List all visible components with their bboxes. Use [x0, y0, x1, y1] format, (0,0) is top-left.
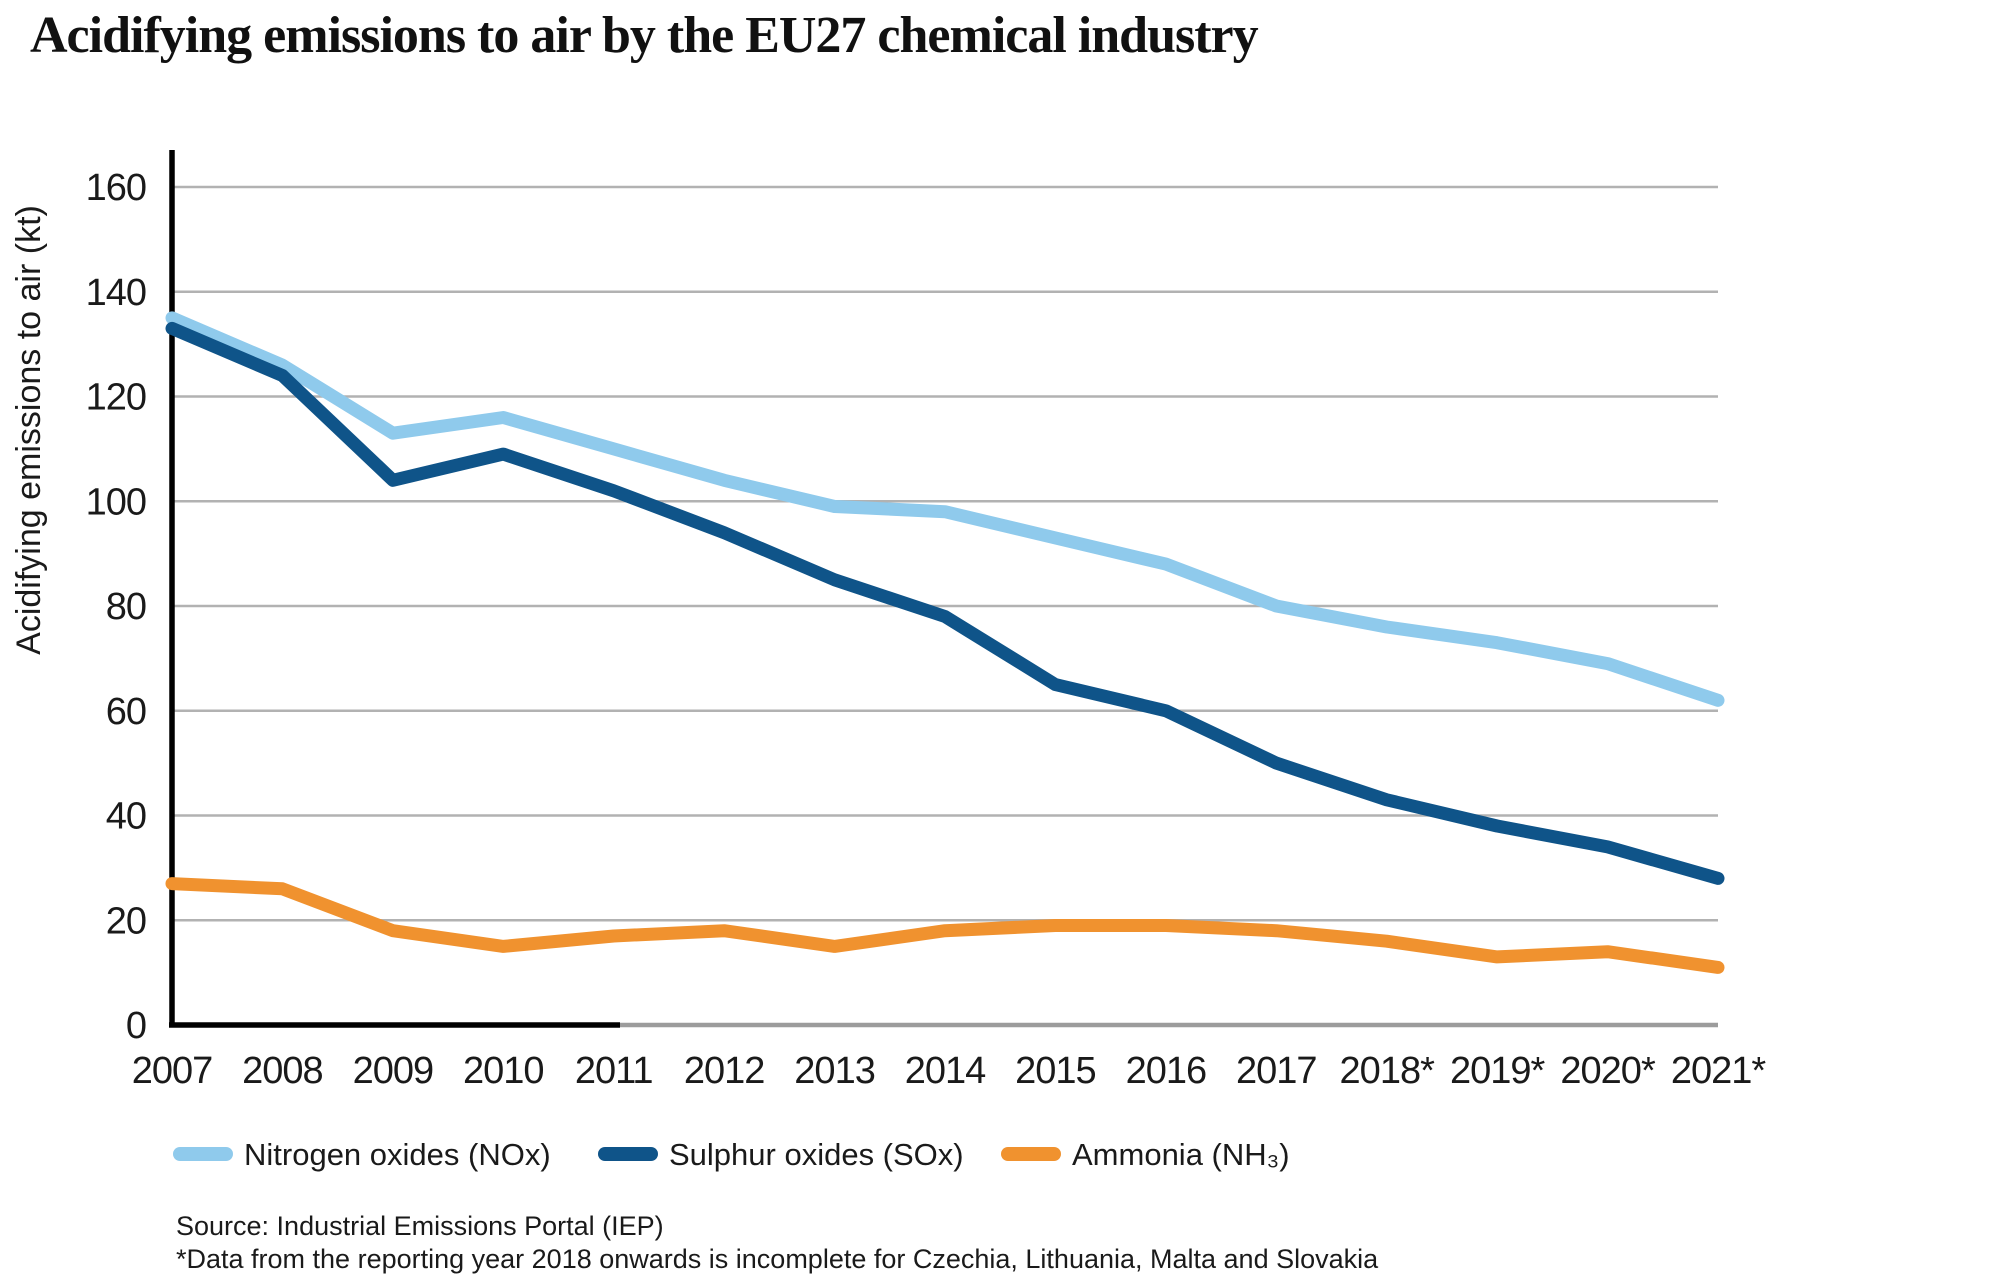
legend-label-ammonia-nh: Ammonia (NH₃) [1072, 1137, 1290, 1172]
x-tick-label-2013: 2013 [794, 1050, 875, 1092]
x-tick-label-2008: 2008 [242, 1050, 323, 1092]
x-tick-label-2020: 2020* [1560, 1050, 1656, 1092]
series-line-nitrogen-oxides-nox [165, 311, 1725, 707]
y-tick-label-40: 40 [106, 796, 146, 838]
legend-label-sulphur-oxides-sox: Sulphur oxides (SOx) [669, 1137, 964, 1172]
x-tick-label-2018: 2018* [1340, 1050, 1436, 1092]
chart-footer: Source: Industrial Emissions Portal (IEP… [176, 1210, 1876, 1276]
series-line-ammonia-nh [165, 877, 1725, 974]
series-line-sulphur-oxides-sox [165, 321, 1725, 885]
x-tick-label-2019: 2019* [1450, 1050, 1546, 1092]
x-tick-label-2007: 2007 [132, 1050, 213, 1092]
x-tick-label-2012: 2012 [684, 1050, 765, 1092]
x-tick-label-2017: 2017 [1236, 1050, 1317, 1092]
data-completeness-note: *Data from the reporting year 2018 onwar… [176, 1244, 1379, 1274]
x-tick-label-2015: 2015 [1015, 1050, 1096, 1092]
y-tick-label-140: 140 [86, 272, 146, 314]
x-tick-label-2010: 2010 [463, 1050, 544, 1092]
x-tick-label-2016: 2016 [1126, 1050, 1207, 1092]
legend-label-nitrogen-oxides-nox: Nitrogen oxides (NOx) [244, 1137, 551, 1172]
y-tick-label-80: 80 [106, 586, 146, 628]
y-tick-label-20: 20 [106, 900, 146, 942]
x-tick-label-2014: 2014 [905, 1050, 986, 1092]
y-tick-label-100: 100 [86, 481, 146, 523]
source-note: Source: Industrial Emissions Portal (IEP… [176, 1211, 664, 1241]
page-title: Acidifying emissions to air by the EU27 … [30, 7, 1259, 64]
y-tick-label-120: 120 [86, 377, 146, 419]
x-tick-label-2021: 2021* [1671, 1050, 1767, 1092]
y-tick-label-0: 0 [126, 1005, 146, 1047]
x-tick-label-2009: 2009 [353, 1050, 434, 1092]
x-tick-label-2011: 2011 [575, 1050, 653, 1092]
y-tick-label-60: 60 [106, 691, 146, 733]
y-axis-title: Acidifying emissions to air (kt) [10, 205, 48, 655]
y-tick-label-160: 160 [86, 167, 146, 209]
